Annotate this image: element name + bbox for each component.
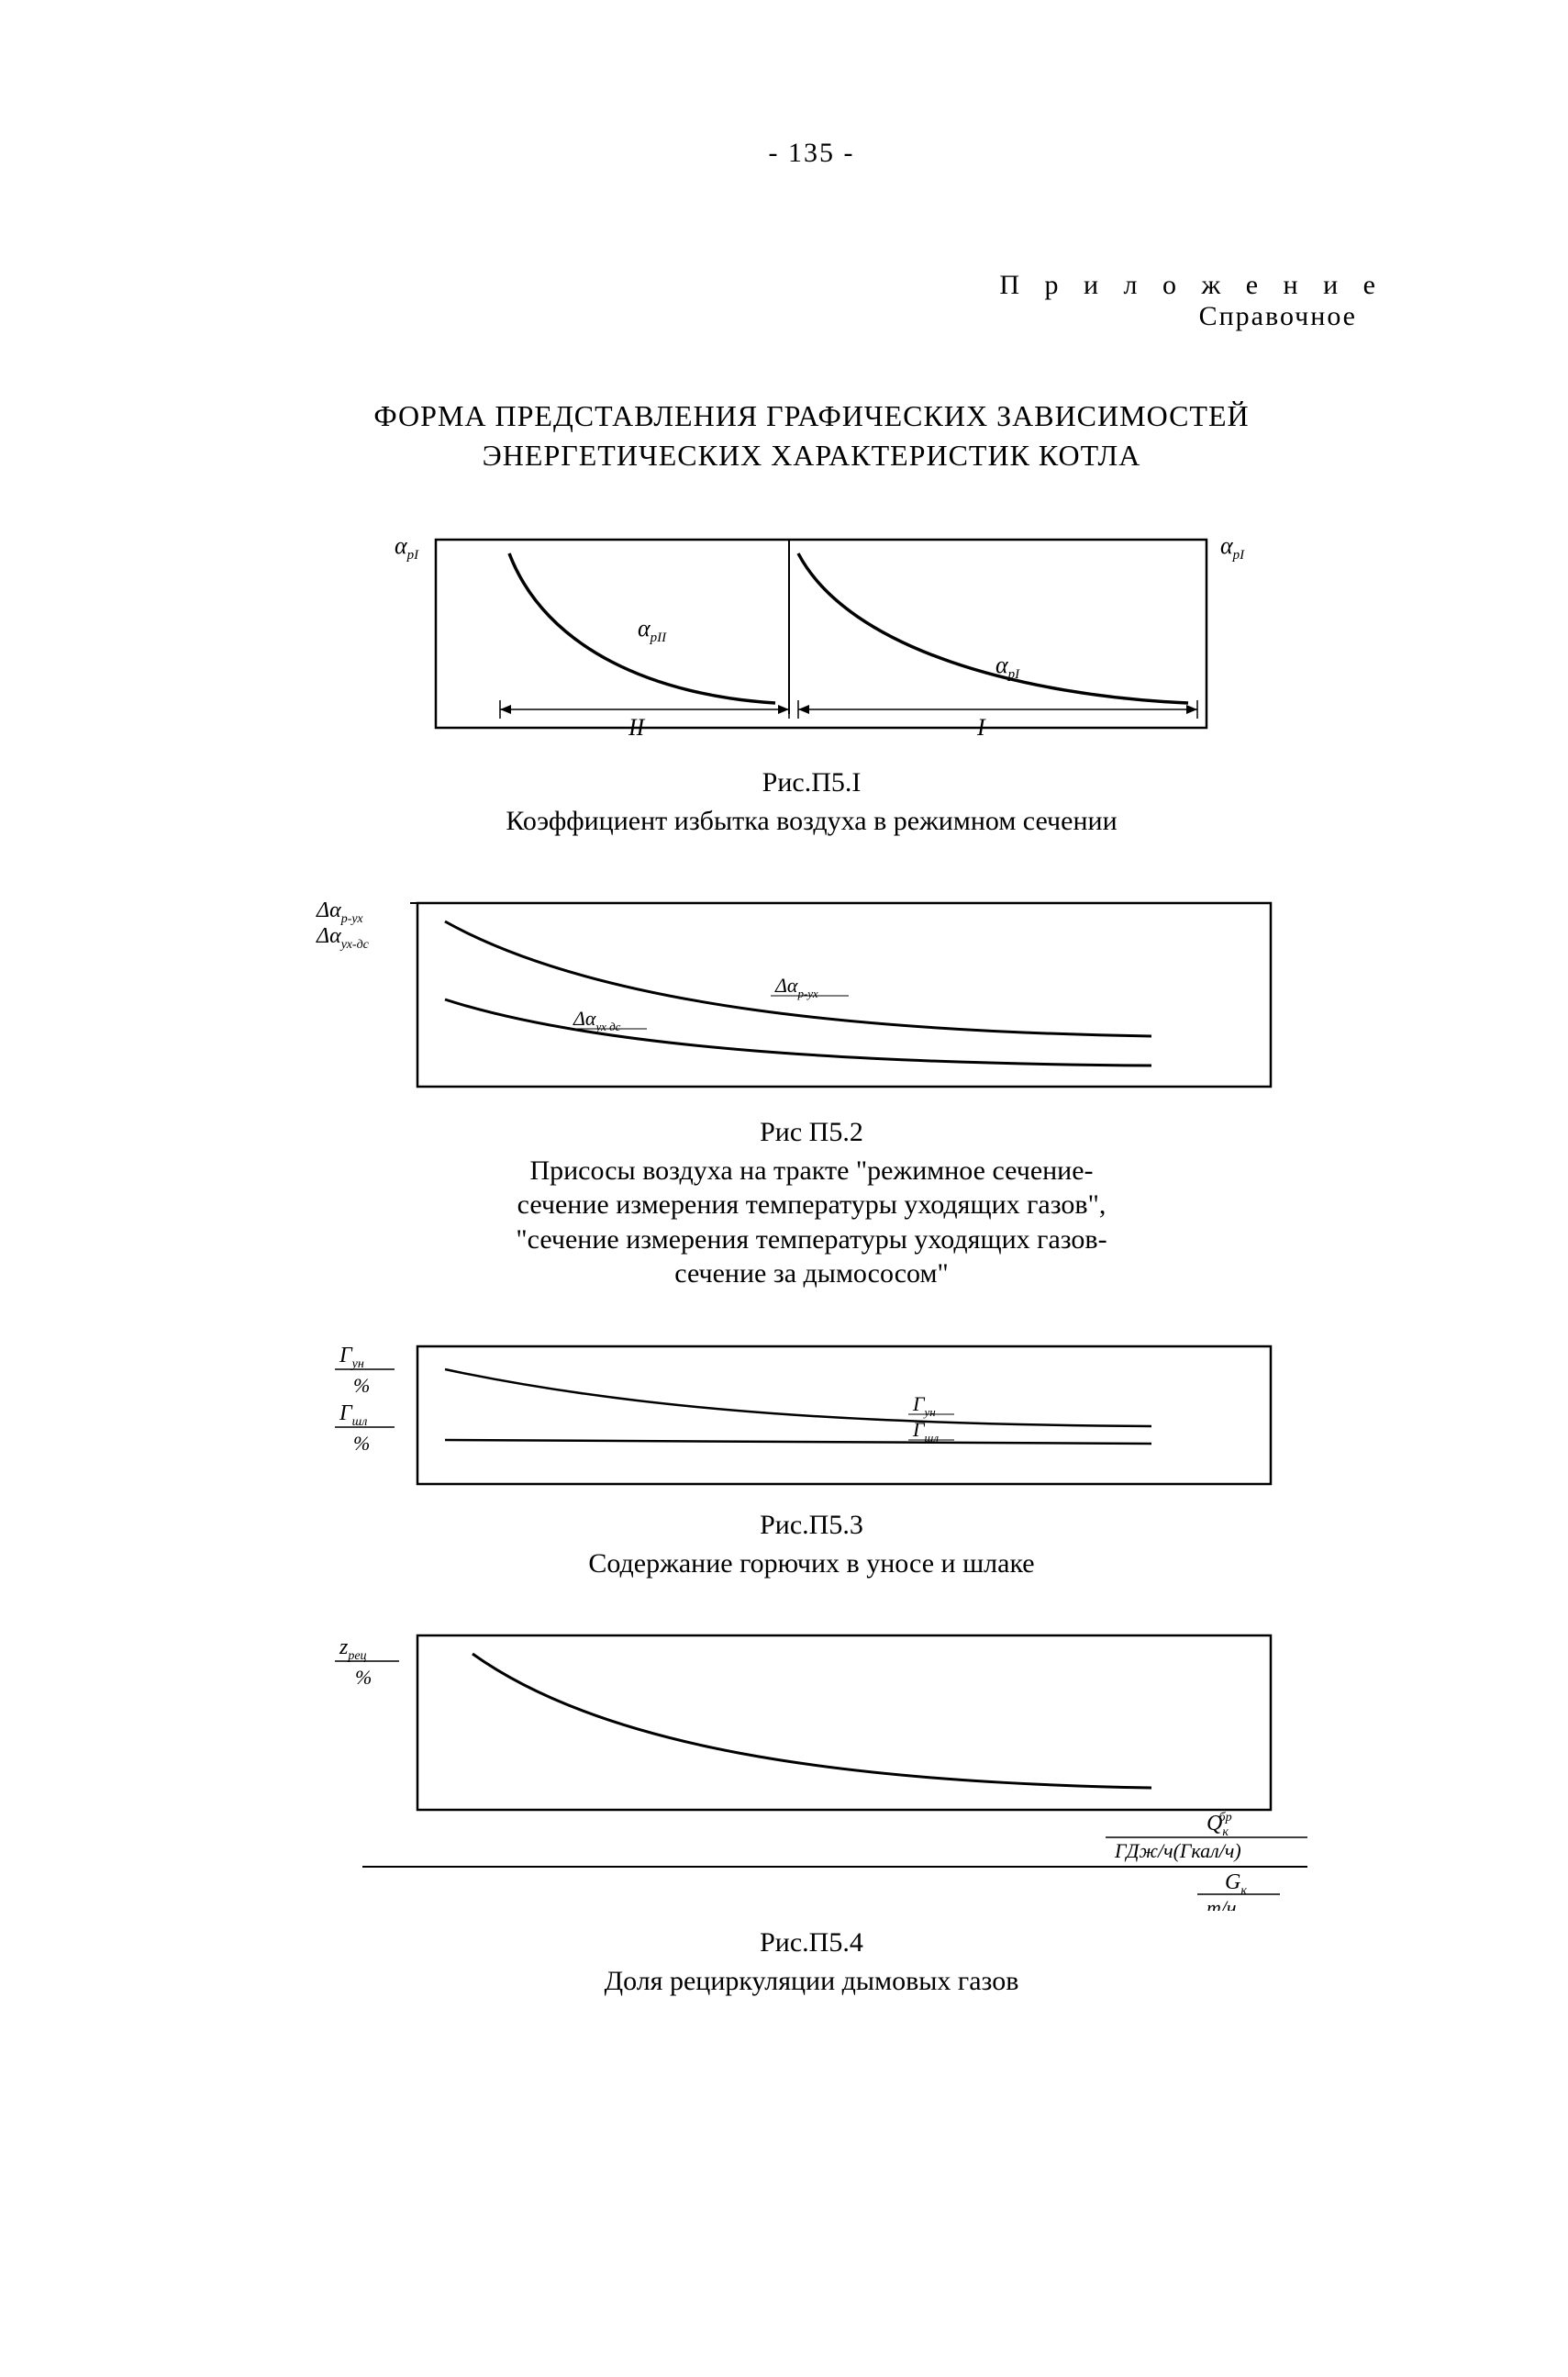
chart-p5-3: Гун%Гшл%ГунГшл	[307, 1337, 1317, 1493]
appendix-line1: П р и л о ж е н и е	[239, 270, 1385, 301]
figure-label: Рис.П5.3	[239, 1510, 1385, 1541]
svg-text:%: %	[353, 1374, 370, 1397]
svg-text:%: %	[353, 1432, 370, 1455]
svg-text:Δαух-дс: Δαух-дс	[316, 924, 370, 952]
svg-text:II: II	[628, 714, 646, 741]
svg-text:Δαр-ух: Δαр-ух	[774, 974, 818, 1000]
svg-text:αрI: αрI	[995, 652, 1020, 682]
svg-text:т/ч: т/ч	[1207, 1896, 1237, 1911]
svg-text:αрI: αрI	[395, 532, 419, 563]
caption-line: сечение измерения температуры уходящих г…	[239, 1188, 1385, 1222]
figure-p5-4: zрец%QкбрГДж/ч(Гкал/ч)Gкт/ч Рис.П5.4 Дол…	[239, 1626, 1385, 1999]
page: - 135 - П р и л о ж е н и е Справочное Ф…	[0, 0, 1568, 2377]
svg-text:I: I	[976, 714, 986, 741]
appendix-header: П р и л о ж е н и е Справочное	[239, 270, 1385, 332]
caption-line: сечение за дымососом"	[239, 1256, 1385, 1291]
figure-caption: Присосы воздуха на тракте "режимное сече…	[239, 1154, 1385, 1291]
svg-text:zрец: zрец	[339, 1635, 367, 1663]
chart-p5-1: αрIαрIαрIIαрIIII	[326, 521, 1298, 751]
caption-line: Присосы воздуха на тракте "режимное сече…	[239, 1154, 1385, 1188]
figure-label: Рис.П5.4	[239, 1927, 1385, 1959]
figure-caption: Коэффициент избытка воздуха в режимном с…	[239, 804, 1385, 839]
figure-label: Рис.П5.I	[239, 767, 1385, 798]
title-line-1: ФОРМА ПРЕДСТАВЛЕНИЯ ГРАФИЧЕСКИХ ЗАВИСИМО…	[239, 396, 1385, 436]
figure-caption: Доля рециркуляции дымовых газов	[239, 1964, 1385, 1999]
svg-text:%: %	[355, 1666, 372, 1689]
document-title: ФОРМА ПРЕДСТАВЛЕНИЯ ГРАФИЧЕСКИХ ЗАВИСИМО…	[239, 396, 1385, 475]
svg-text:Гун: Гун	[339, 1344, 364, 1371]
figure-p5-3: Гун%Гшл%ГунГшл Рис.П5.3 Содержание горюч…	[239, 1337, 1385, 1581]
figure-p5-1: αрIαрIαрIIαрIIII Рис.П5.I Коэффициент из…	[239, 521, 1385, 839]
chart-p5-2: Δαр-ухΔαух-дсΔαр-ухΔαух дс	[307, 889, 1317, 1100]
svg-text:ГДж/ч(Гкал/ч): ГДж/ч(Гкал/ч)	[1114, 1839, 1241, 1862]
svg-text:αрII: αрII	[638, 615, 667, 645]
svg-text:Δαух дс: Δαух дс	[573, 1007, 621, 1033]
svg-text:Гун: Гун	[912, 1392, 936, 1419]
figure-label: Рис П5.2	[239, 1117, 1385, 1148]
svg-text:αрI: αрI	[1220, 532, 1245, 563]
figure-p5-2: Δαр-ухΔαух-дсΔαр-ухΔαух дс Рис П5.2 Прис…	[239, 889, 1385, 1291]
chart-p5-4: zрец%QкбрГДж/ч(Гкал/ч)Gкт/ч	[307, 1626, 1317, 1911]
svg-text:Гшл: Гшл	[339, 1401, 367, 1429]
svg-text:Qкбр: Qкбр	[1207, 1811, 1232, 1839]
caption-line: "сечение измерения температуры уходящих …	[239, 1222, 1385, 1257]
appendix-line2: Справочное	[239, 301, 1357, 332]
svg-text:Δαр-ух: Δαр-ух	[316, 898, 363, 926]
page-number: - 135 -	[239, 138, 1385, 169]
figure-caption: Содержание горючих в уносе и шлаке	[239, 1546, 1385, 1581]
title-line-2: ЭНЕРГЕТИЧЕСКИХ ХАРАКТЕРИСТИК КОТЛА	[239, 436, 1385, 475]
